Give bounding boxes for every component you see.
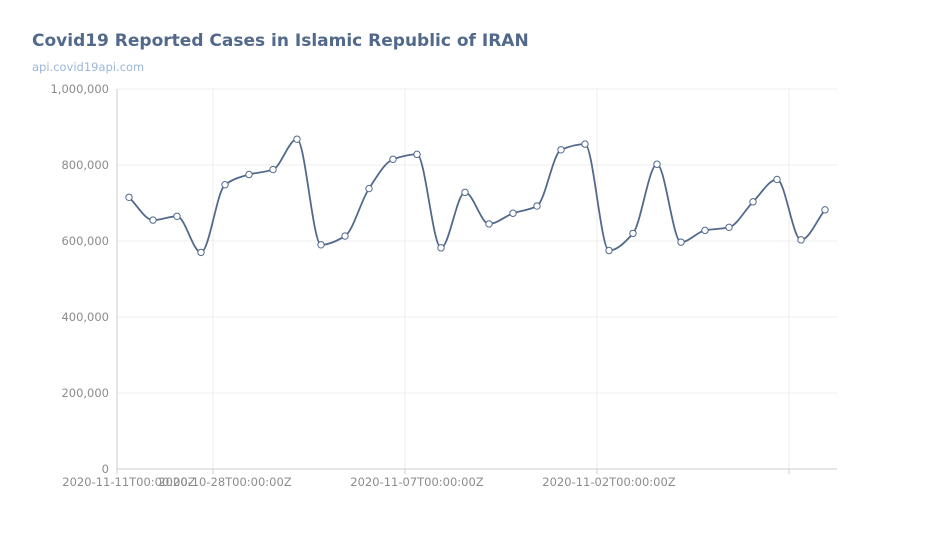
y-tick-label: 800,000 [61,158,109,172]
data-point[interactable] [125,193,133,202]
data-point[interactable] [581,140,589,148]
data-point[interactable] [317,241,325,249]
y-tick-label: 1,000,000 [50,82,109,96]
chart-subtitle: api.covid19api.com [32,60,145,74]
y-tick-label: 600,000 [61,234,109,248]
axis-layer [116,89,837,474]
data-point[interactable] [341,232,349,240]
x-tick-label: 2020-10-28T00:00:00Z [158,475,292,489]
data-point[interactable] [437,244,445,252]
series-line [128,138,826,254]
data-points [125,135,829,257]
data-point[interactable] [605,246,613,255]
y-tick-label: 400,000 [61,310,109,324]
chart-title: Covid19 Reported Cases in Islamic Republ… [32,31,529,51]
data-point[interactable] [365,184,373,193]
x-tick-label: 2020-11-11T00:00:00Z [62,475,196,489]
data-point[interactable] [677,238,685,246]
data-point[interactable] [797,236,805,244]
data-point[interactable] [485,220,493,228]
data-point[interactable] [173,212,181,221]
data-point[interactable] [509,209,517,217]
data-point[interactable] [533,202,541,210]
data-point[interactable] [653,160,661,168]
x-tick-label: 2020-11-07T00:00:00Z [350,475,484,489]
data-point[interactable] [413,150,421,159]
data-point[interactable] [749,198,757,206]
data-point[interactable] [557,146,565,154]
data-point[interactable] [389,155,397,164]
data-point[interactable] [269,165,277,174]
data-point[interactable] [821,206,829,214]
data-point[interactable] [725,223,733,232]
grid-layer [117,88,837,469]
data-point[interactable] [293,135,301,143]
data-point[interactable] [701,226,709,235]
y-tick-label: 200,000 [61,386,109,400]
data-point[interactable] [149,216,157,224]
data-point[interactable] [245,170,253,179]
data-point[interactable] [197,248,205,257]
data-point[interactable] [461,188,469,197]
y-tick-labels: 0 200,000 400,000 600,000 800,000 1,000,000 [50,82,109,476]
x-tick-labels: 2020-11-11T00:00:00Z2020-10-28T00:00:00Z… [62,475,676,489]
data-point[interactable] [629,229,637,238]
x-tick-label: 2020-11-02T00:00:00Z [542,475,676,489]
y-tick-label: 0 [102,462,109,476]
data-point[interactable] [221,181,229,189]
data-point[interactable] [773,175,781,184]
